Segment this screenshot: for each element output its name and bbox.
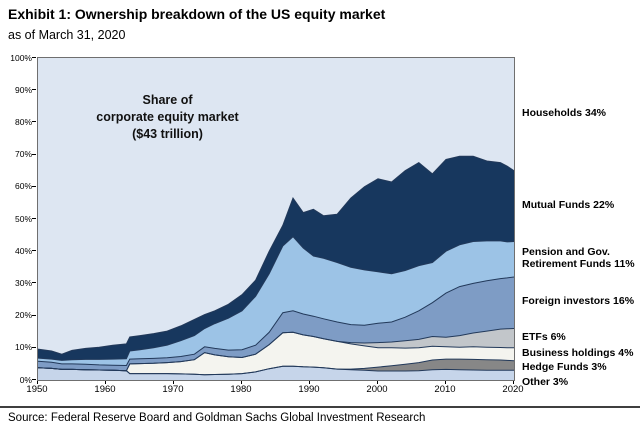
- y-tick-label: 40%: [14, 245, 32, 256]
- boundary-pension_gov_retirement: [38, 235, 514, 361]
- x-tick-label: 2000: [366, 384, 388, 395]
- x-tick-label: 1970: [162, 384, 184, 395]
- x-tick-mark: [377, 380, 378, 384]
- as-of-date: as of March 31, 2020: [8, 28, 126, 42]
- y-tick-mark: [32, 282, 36, 284]
- x-tick-mark: [37, 380, 38, 384]
- y-tick-mark: [32, 89, 36, 91]
- y-tick-mark: [32, 185, 36, 187]
- series-label-foreign_investors: Foreign investors 16%: [522, 295, 635, 308]
- x-tick-mark: [105, 380, 106, 384]
- x-tick-label: 1980: [230, 384, 252, 395]
- y-tick-mark: [32, 121, 36, 123]
- x-tick-label: 2020: [502, 384, 524, 395]
- source-note: Source: Federal Reserve Board and Goldma…: [8, 412, 426, 424]
- exhibit-title: Exhibit 1: Ownership breakdown of the US…: [8, 6, 386, 22]
- stacked-area-chart: [38, 58, 514, 380]
- y-tick-mark: [32, 379, 36, 380]
- y-tick-mark: [32, 314, 36, 316]
- series-label-etfs: ETFs 6%: [522, 330, 566, 343]
- x-tick-mark: [241, 380, 242, 384]
- x-tick-label: 1990: [298, 384, 320, 395]
- y-tick-label: 20%: [14, 310, 32, 321]
- y-tick-label: 50%: [14, 213, 32, 224]
- y-tick-label: 0%: [19, 374, 32, 385]
- series-label-hedge_funds: Hedge Funds 3%: [522, 361, 607, 374]
- y-tick-mark: [32, 250, 36, 252]
- x-tick-label: 1950: [26, 384, 48, 395]
- series-label-pension_gov_retirement: Pension and Gov. Retirement Funds 11%: [522, 245, 635, 271]
- x-tick-label: 2010: [434, 384, 456, 395]
- series-label-households: Households 34%: [522, 107, 607, 120]
- divider-line: [0, 406, 640, 408]
- series-label-business_holdings: Business holdings 4%: [522, 346, 634, 359]
- series-labels: Households 34% Mutual Funds 22% Pension an…: [522, 0, 640, 441]
- y-tick-label: 100%: [10, 52, 32, 63]
- y-tick-mark: [32, 57, 36, 58]
- chart-plot-area: [37, 57, 515, 381]
- chart-annotation: Share of corporate equity market ($43 tr…: [96, 93, 239, 141]
- y-tick-label: 10%: [14, 342, 32, 353]
- series-label-other: Other 3%: [522, 375, 569, 388]
- y-tick-mark: [32, 153, 36, 155]
- y-tick-mark: [32, 218, 36, 219]
- y-tick-label: 70%: [14, 149, 32, 160]
- y-tick-label: 90%: [14, 84, 32, 95]
- x-tick-mark: [513, 380, 514, 384]
- series-label-mutual_funds: Mutual Funds 22%: [522, 198, 615, 211]
- band-other: [38, 366, 514, 380]
- y-tick-label: 80%: [14, 116, 32, 127]
- boundary-foreign_investors: [38, 276, 514, 367]
- boundary-mutual_funds: [38, 155, 514, 355]
- boundary-etfs: [38, 328, 514, 372]
- y-tick-mark: [32, 346, 36, 348]
- x-tick-mark: [309, 380, 310, 384]
- x-tick-mark: [173, 380, 174, 384]
- y-tick-label: 60%: [14, 181, 32, 192]
- y-tick-label: 30%: [14, 277, 32, 288]
- x-tick-label: 1960: [94, 384, 116, 395]
- x-tick-mark: [445, 380, 446, 384]
